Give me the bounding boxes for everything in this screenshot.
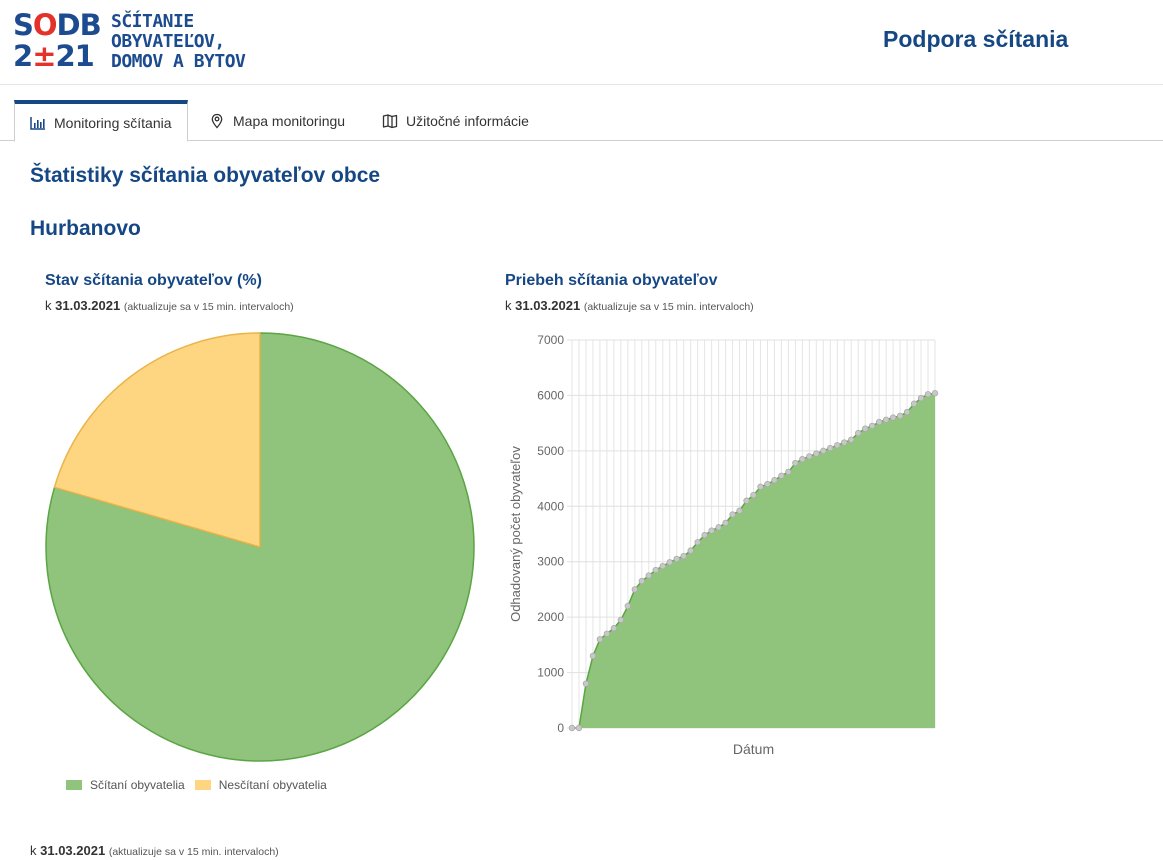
data-point[interactable] xyxy=(638,577,646,585)
legend-label: Sčítaní obyvatelia xyxy=(90,778,185,792)
tab-info[interactable]: Užitočné informácie xyxy=(382,100,529,141)
data-point[interactable] xyxy=(834,442,841,449)
legend-item-not-counted[interactable]: Nesčítaní obyvatelia xyxy=(194,778,327,792)
tab-map[interactable]: Mapa monitoringu xyxy=(209,100,345,141)
y-tick-label: 0 xyxy=(557,721,564,735)
data-point[interactable] xyxy=(868,422,876,430)
data-point[interactable] xyxy=(645,572,652,579)
y-tick-label: 5000 xyxy=(537,444,564,458)
site-header: SODB 2±21 SČÍTANIE OBYVATEĽOV, DOMOV A B… xyxy=(0,0,1163,85)
legend-item-counted[interactable]: Sčítaní obyvatelia xyxy=(66,778,185,792)
map-pin-icon xyxy=(211,113,223,128)
data-point[interactable] xyxy=(659,562,666,570)
footer-date-note: k 31.03.2021 (aktualizuje sa v 15 min. i… xyxy=(30,843,279,858)
pie-panel-date: k 31.03.2021 (aktualizuje sa v 15 min. i… xyxy=(45,298,294,313)
tab-label: Mapa monitoringu xyxy=(233,112,346,129)
data-point[interactable] xyxy=(666,559,673,566)
data-point[interactable] xyxy=(722,519,729,527)
book-icon xyxy=(382,113,398,128)
logo-mark: SODB 2±21 xyxy=(13,8,102,73)
data-point[interactable] xyxy=(889,414,897,421)
data-point[interactable] xyxy=(827,444,834,452)
data-point[interactable] xyxy=(910,400,918,407)
data-point[interactable] xyxy=(610,625,618,632)
tab-label: Monitoring sčítania xyxy=(54,114,172,131)
data-point[interactable] xyxy=(820,447,827,455)
data-point[interactable] xyxy=(589,652,597,660)
line-panel-title: Priebeh sčítania obyvateľov xyxy=(505,272,718,289)
data-point[interactable] xyxy=(757,483,764,491)
pie-legend: Sčítaní obyvatelia Nesčítaní obyvatelia xyxy=(66,778,337,792)
data-point[interactable] xyxy=(750,491,757,499)
pie-slice-1[interactable] xyxy=(53,332,261,548)
tab-label: Užitočné informácie xyxy=(406,112,529,129)
data-point[interactable] xyxy=(855,429,862,437)
data-point[interactable] xyxy=(799,455,806,463)
data-point[interactable] xyxy=(785,468,792,476)
pie-chart xyxy=(40,325,480,770)
y-tick-label: 7000 xyxy=(537,333,564,347)
data-point[interactable] xyxy=(736,507,743,514)
data-point[interactable] xyxy=(582,680,590,687)
data-point[interactable] xyxy=(575,724,583,732)
y-axis-label: Odhadovaný počet obyvateľov xyxy=(508,446,523,622)
area-fill xyxy=(572,393,935,728)
area-chart: 0 1000 2000 3000 4000 5000 6000 7000 Dátum Odhado… xyxy=(500,325,950,765)
pie-slice-0[interactable] xyxy=(45,332,475,762)
y-tick-label: 1000 xyxy=(537,666,564,680)
y-tick-label: 3000 xyxy=(537,555,564,569)
logo-text: SČÍTANIE OBYVATEĽOV, DOMOV A BYTOV xyxy=(111,11,246,72)
data-point[interactable] xyxy=(848,436,855,443)
data-point[interactable] xyxy=(771,477,778,484)
tab-bar: Monitoring sčítania Mapa monitoringu Uži… xyxy=(0,100,1163,142)
data-point[interactable] xyxy=(778,472,785,479)
tab-monitoring[interactable]: Monitoring sčítania xyxy=(14,100,188,142)
data-point[interactable] xyxy=(631,586,639,593)
data-point[interactable] xyxy=(729,511,736,518)
data-point[interactable] xyxy=(896,412,904,420)
data-point[interactable] xyxy=(568,724,576,732)
sodb-logo[interactable]: SODB 2±21 SČÍTANIE OBYVATEĽOV, DOMOV A B… xyxy=(13,10,263,74)
legend-swatch xyxy=(194,780,211,790)
legend-label: Nesčítaní obyvatelia xyxy=(218,778,327,792)
bar-chart-icon xyxy=(30,116,45,130)
data-point[interactable] xyxy=(687,547,694,554)
legend-swatch xyxy=(66,780,82,790)
data-point[interactable] xyxy=(861,425,869,432)
data-point[interactable] xyxy=(694,539,701,546)
data-point[interactable] xyxy=(792,459,799,467)
area-chart-svg: 0 1000 2000 3000 4000 5000 6000 7000 Dátum Odhado… xyxy=(508,333,939,757)
data-point[interactable] xyxy=(841,439,848,446)
data-point[interactable] xyxy=(680,552,687,560)
data-point[interactable] xyxy=(652,566,659,574)
data-point[interactable] xyxy=(603,630,611,637)
data-point[interactable] xyxy=(903,408,911,416)
data-point[interactable] xyxy=(673,555,680,563)
site-title[interactable]: Podpora sčítania xyxy=(883,26,1069,52)
data-point[interactable] xyxy=(701,531,708,539)
data-point[interactable] xyxy=(931,390,939,397)
pie-chart-svg xyxy=(45,332,475,762)
data-point[interactable] xyxy=(743,497,750,504)
y-tick-label: 2000 xyxy=(537,610,564,624)
page-title: Štatistiky sčítania obyvateľov obce xyxy=(30,164,381,187)
data-point[interactable] xyxy=(708,527,715,534)
data-point[interactable] xyxy=(715,524,722,531)
y-tick-label: 4000 xyxy=(537,499,564,513)
data-point[interactable] xyxy=(882,416,890,424)
data-point[interactable] xyxy=(917,394,925,402)
data-point[interactable] xyxy=(617,616,625,624)
x-axis-label: Dátum xyxy=(733,741,774,757)
pie-panel-title: Stav sčítania obyvateľov (%) xyxy=(45,272,262,289)
data-point[interactable] xyxy=(924,391,932,398)
data-point[interactable] xyxy=(813,450,820,457)
line-panel-date: k 31.03.2021 (aktualizuje sa v 15 min. i… xyxy=(505,298,754,313)
data-point[interactable] xyxy=(764,480,771,488)
data-point[interactable] xyxy=(596,636,604,643)
y-tick-label: 6000 xyxy=(537,388,564,402)
data-point[interactable] xyxy=(624,602,632,610)
data-point[interactable] xyxy=(875,418,883,426)
town-name: Hurbanovo xyxy=(30,217,141,240)
data-point[interactable] xyxy=(806,453,813,460)
